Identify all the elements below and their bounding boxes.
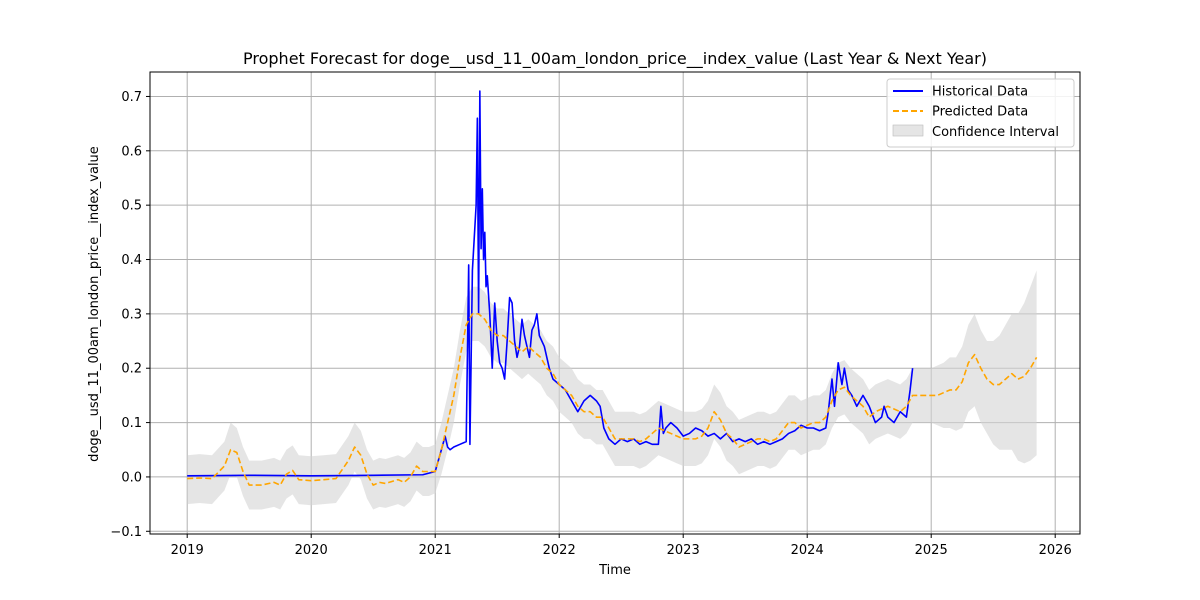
x-axis-label: Time	[598, 563, 631, 578]
legend-label-historical: Historical Data	[932, 85, 1028, 100]
legend-swatch-confidence	[892, 124, 924, 137]
legend-label-confidence: Confidence Interval	[932, 125, 1059, 140]
legend-label-predicted: Predicted Data	[932, 105, 1028, 120]
predicted-data-line	[187, 313, 1038, 486]
confidence-interval-layer	[187, 270, 1037, 510]
x-tick-label: 2020	[295, 543, 328, 558]
series-layer	[187, 90, 1038, 486]
x-tick-label: 2026	[1039, 543, 1072, 558]
legend: Historical Data Predicted Data Confidenc…	[886, 78, 1075, 148]
y-tick-label: 0.0	[121, 470, 142, 485]
y-tick-label: 0.4	[121, 253, 142, 268]
y-tick-label: 0.6	[121, 144, 142, 159]
x-tick-label: 2021	[419, 543, 452, 558]
y-tick-label: 0.3	[121, 307, 142, 322]
x-tick-label: 2024	[791, 543, 824, 558]
plot-frame	[149, 71, 1081, 535]
confidence-interval-band	[187, 270, 1037, 510]
y-tick-label: 0.1	[121, 416, 142, 431]
legend-box	[886, 78, 1075, 148]
x-tick-label: 2019	[171, 543, 204, 558]
y-tick-label: 0.2	[121, 362, 142, 377]
chart-title: Prophet Forecast for doge__usd_11_00am_l…	[243, 49, 987, 69]
y-tick-label: 0.7	[121, 90, 142, 105]
axis-layer: 2019 2020 2021 2022 2023 2024 2025 2026 −0.1 0.0 0…	[110, 71, 1081, 558]
y-tick-label: 0.5	[121, 199, 142, 214]
y-tick-label: −0.1	[110, 525, 142, 540]
y-axis-label: doge__usd_11_00am_london_price__index_va…	[87, 146, 102, 462]
x-tick-label: 2025	[915, 543, 948, 558]
x-tick-label: 2022	[543, 543, 576, 558]
x-tick-label: 2023	[667, 543, 700, 558]
historical-data-line	[187, 90, 914, 477]
